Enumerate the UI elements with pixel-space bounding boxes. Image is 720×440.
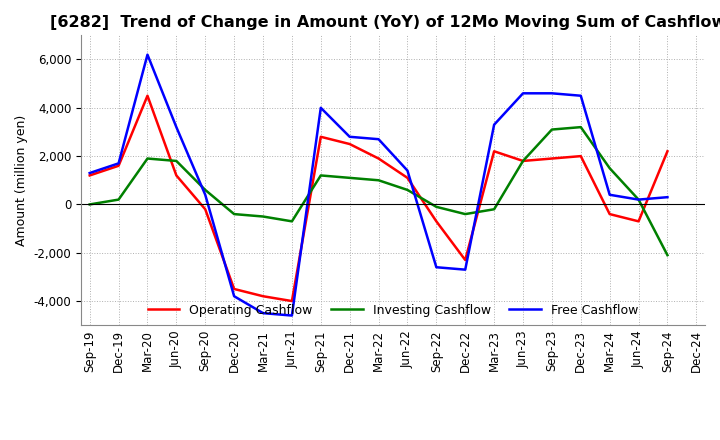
- Investing Cashflow: [577, 125, 585, 130]
- Operating Cashflow: [346, 141, 354, 147]
- Operating Cashflow: [172, 173, 181, 178]
- Line: Investing Cashflow: Investing Cashflow: [90, 127, 667, 255]
- Free Cashflow: [577, 93, 585, 99]
- Free Cashflow: [287, 313, 296, 318]
- Investing Cashflow: [258, 214, 267, 219]
- Operating Cashflow: [201, 207, 210, 212]
- Title: [6282]  Trend of Change in Amount (YoY) of 12Mo Moving Sum of Cashflows: [6282] Trend of Change in Amount (YoY) o…: [50, 15, 720, 30]
- Investing Cashflow: [172, 158, 181, 164]
- Free Cashflow: [230, 293, 238, 299]
- Investing Cashflow: [606, 165, 614, 171]
- Operating Cashflow: [490, 149, 498, 154]
- Operating Cashflow: [577, 154, 585, 159]
- Free Cashflow: [374, 136, 383, 142]
- Y-axis label: Amount (million yen): Amount (million yen): [15, 115, 28, 246]
- Investing Cashflow: [663, 253, 672, 258]
- Line: Operating Cashflow: Operating Cashflow: [90, 96, 667, 301]
- Investing Cashflow: [518, 158, 527, 164]
- Free Cashflow: [663, 194, 672, 200]
- Operating Cashflow: [461, 257, 469, 263]
- Operating Cashflow: [548, 156, 557, 161]
- Operating Cashflow: [317, 134, 325, 139]
- Line: Free Cashflow: Free Cashflow: [90, 55, 667, 315]
- Free Cashflow: [606, 192, 614, 198]
- Investing Cashflow: [634, 197, 643, 202]
- Investing Cashflow: [490, 207, 498, 212]
- Free Cashflow: [317, 105, 325, 110]
- Operating Cashflow: [634, 219, 643, 224]
- Free Cashflow: [518, 91, 527, 96]
- Investing Cashflow: [548, 127, 557, 132]
- Operating Cashflow: [432, 219, 441, 224]
- Investing Cashflow: [403, 187, 412, 193]
- Investing Cashflow: [461, 212, 469, 217]
- Free Cashflow: [490, 122, 498, 127]
- Operating Cashflow: [287, 298, 296, 304]
- Free Cashflow: [432, 264, 441, 270]
- Investing Cashflow: [374, 178, 383, 183]
- Free Cashflow: [86, 170, 94, 176]
- Free Cashflow: [346, 134, 354, 139]
- Investing Cashflow: [86, 202, 94, 207]
- Operating Cashflow: [663, 149, 672, 154]
- Free Cashflow: [114, 161, 123, 166]
- Operating Cashflow: [518, 158, 527, 164]
- Operating Cashflow: [403, 175, 412, 180]
- Operating Cashflow: [114, 163, 123, 169]
- Operating Cashflow: [230, 286, 238, 292]
- Investing Cashflow: [143, 156, 152, 161]
- Operating Cashflow: [143, 93, 152, 99]
- Free Cashflow: [548, 91, 557, 96]
- Investing Cashflow: [432, 204, 441, 209]
- Free Cashflow: [143, 52, 152, 57]
- Operating Cashflow: [606, 212, 614, 217]
- Free Cashflow: [258, 311, 267, 316]
- Investing Cashflow: [114, 197, 123, 202]
- Investing Cashflow: [230, 212, 238, 217]
- Investing Cashflow: [201, 187, 210, 193]
- Free Cashflow: [403, 168, 412, 173]
- Legend: Operating Cashflow, Investing Cashflow, Free Cashflow: Operating Cashflow, Investing Cashflow, …: [143, 299, 643, 322]
- Free Cashflow: [461, 267, 469, 272]
- Investing Cashflow: [346, 175, 354, 180]
- Investing Cashflow: [317, 173, 325, 178]
- Free Cashflow: [634, 197, 643, 202]
- Investing Cashflow: [287, 219, 296, 224]
- Operating Cashflow: [86, 173, 94, 178]
- Free Cashflow: [172, 125, 181, 130]
- Operating Cashflow: [258, 293, 267, 299]
- Operating Cashflow: [374, 156, 383, 161]
- Free Cashflow: [201, 192, 210, 198]
